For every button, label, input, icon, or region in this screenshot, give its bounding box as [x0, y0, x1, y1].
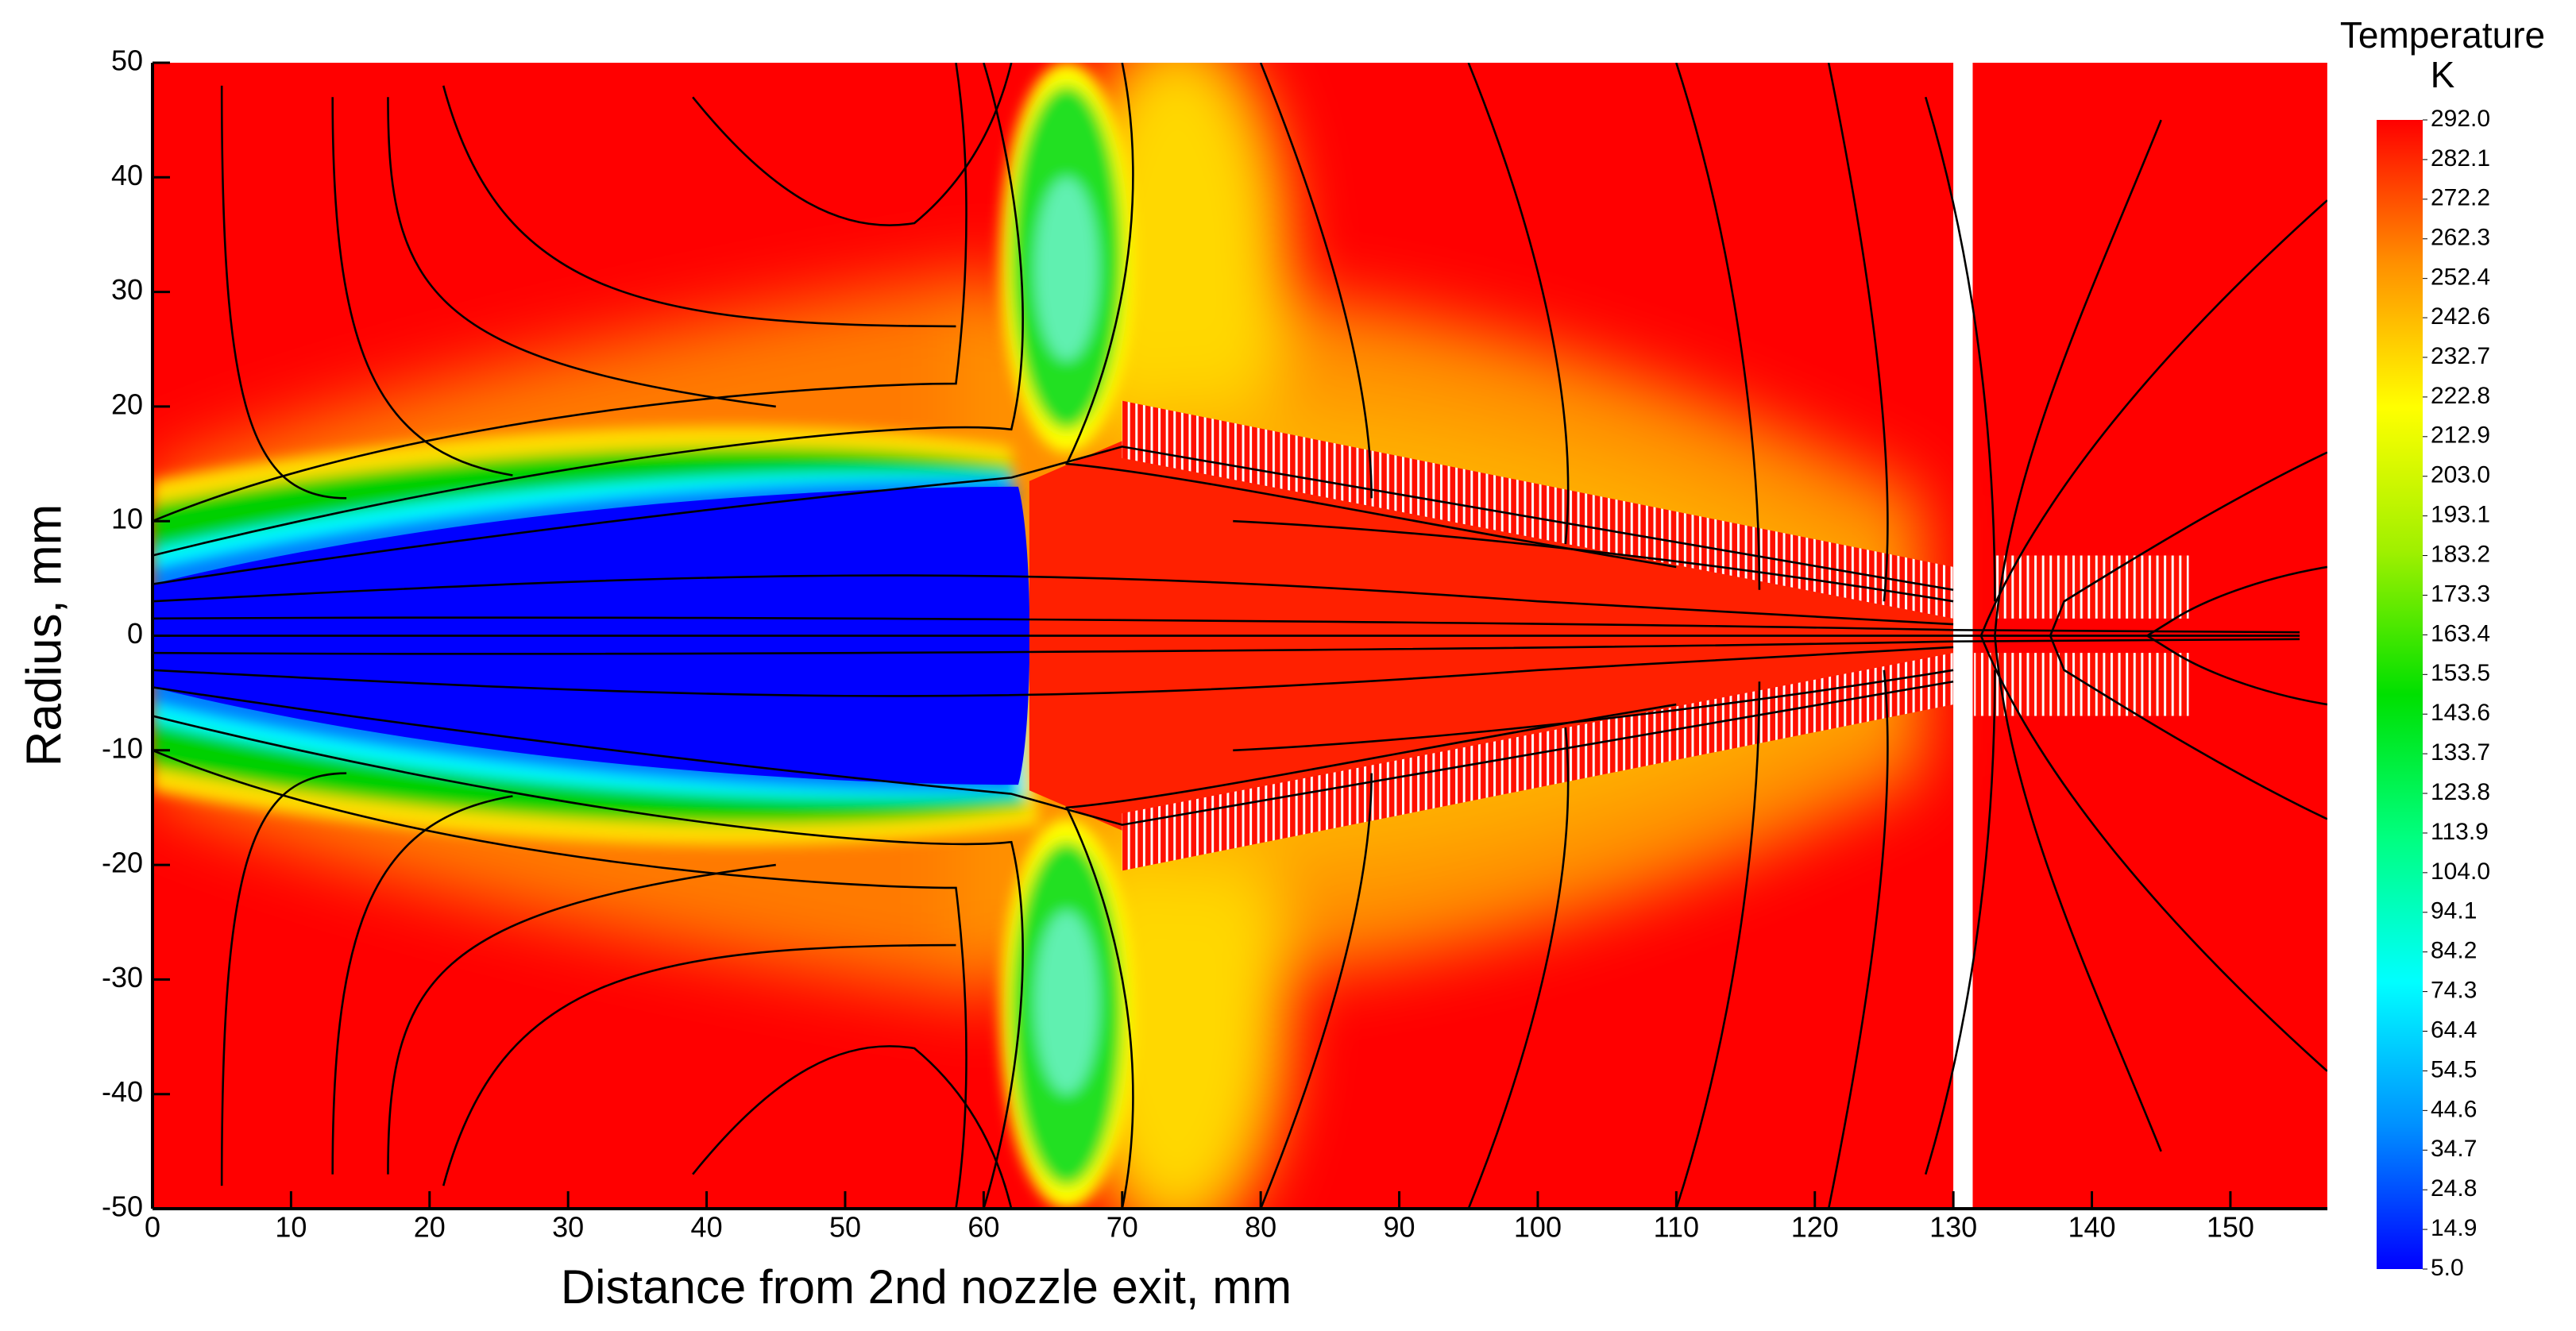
x-tick-label: 110 — [1654, 1211, 1699, 1244]
y-tick-label: 20 — [111, 388, 143, 420]
colorbar-tick-label: 74.3 — [2431, 978, 2477, 1004]
y-tick-label: 0 — [127, 617, 143, 650]
colorbar-tick-label: 173.3 — [2431, 581, 2490, 607]
colorbar-tick-label: 133.7 — [2431, 739, 2490, 766]
x-tick-label: 10 — [275, 1211, 307, 1244]
colorbar-tick-label: 5.0 — [2431, 1255, 2464, 1281]
colorbar-tick-label: 153.5 — [2431, 660, 2490, 686]
colorbar-tick-label: 222.8 — [2431, 383, 2490, 409]
colorbar-tick-label: 84.2 — [2431, 938, 2477, 964]
colorbar — [2377, 120, 2423, 1269]
x-tick-label: 70 — [1106, 1211, 1138, 1244]
colorbar-tick-label: 54.5 — [2431, 1056, 2477, 1082]
x-tick-label: 40 — [691, 1211, 723, 1244]
colorbar-tick-label: 242.6 — [2431, 303, 2490, 330]
x-tick-label: 90 — [1384, 1211, 1415, 1244]
x-tick-label: 0 — [145, 1211, 160, 1244]
colorbar-tick-label: 193.1 — [2431, 502, 2490, 528]
x-tick-label: 150 — [2207, 1211, 2254, 1244]
x-tick-label: 130 — [1929, 1211, 1977, 1244]
y-tick-label: 50 — [111, 44, 143, 77]
colorbar-tick-label: 64.4 — [2431, 1017, 2477, 1043]
colorbar-tick-label: 113.9 — [2431, 819, 2489, 845]
colorbar-tick-label: 123.8 — [2431, 779, 2490, 805]
colorbar-tick-label: 104.0 — [2431, 858, 2490, 885]
x-tick-label: 60 — [967, 1211, 999, 1244]
colorbar-tick-label: 94.1 — [2431, 898, 2477, 924]
colorbar-tick-label: 262.3 — [2431, 225, 2490, 251]
y-tick-label: 10 — [111, 503, 143, 535]
colorbar-tick-label: 272.2 — [2431, 185, 2490, 211]
x-tick-label: 20 — [414, 1211, 446, 1244]
y-axis-title: Radius, mm — [17, 504, 71, 767]
x-tick-label: 50 — [829, 1211, 861, 1244]
colorbar-tick-label: 143.6 — [2431, 700, 2490, 726]
y-tick-label: -10 — [102, 731, 143, 764]
colorbar-tick-label: 183.2 — [2431, 541, 2490, 567]
y-tick-label: 30 — [111, 273, 143, 306]
colorbar-tick-label: 34.7 — [2431, 1136, 2477, 1162]
y-tick-label: -40 — [102, 1075, 143, 1108]
colorbar-tick-label: 212.9 — [2431, 422, 2490, 449]
temperature-field — [153, 62, 2327, 1209]
x-tick-label: 140 — [2068, 1211, 2115, 1244]
colorbar-tick-label: 292.0 — [2431, 106, 2490, 132]
colorbar-tick-label: 163.4 — [2431, 620, 2490, 646]
y-tick-label: 40 — [111, 159, 143, 191]
colorbar-tick-label: 14.9 — [2431, 1215, 2477, 1241]
colorbar-unit: K — [2431, 54, 2455, 95]
colorbar-tick-label: 252.4 — [2431, 264, 2490, 291]
y-tick-label: -50 — [102, 1190, 143, 1223]
x-axis-title: Distance from 2nd nozzle exit, mm — [561, 1260, 1292, 1314]
colorbar-tick-label: 44.6 — [2431, 1096, 2477, 1122]
colorbar-tick-label: 232.7 — [2431, 343, 2490, 369]
colorbar-title: Temperature — [2340, 14, 2545, 56]
y-tick-label: -20 — [102, 847, 143, 879]
y-tick-label: -30 — [102, 961, 143, 993]
x-tick-label: 120 — [1791, 1211, 1839, 1244]
colorbar-tick-label: 203.0 — [2431, 462, 2490, 488]
x-tick-label: 80 — [1245, 1211, 1276, 1244]
x-tick-label: 100 — [1514, 1211, 1562, 1244]
x-tick-label: 30 — [552, 1211, 584, 1244]
colorbar-tick-label: 282.1 — [2431, 145, 2490, 172]
colorbar-tick-label: 24.8 — [2431, 1175, 2477, 1202]
